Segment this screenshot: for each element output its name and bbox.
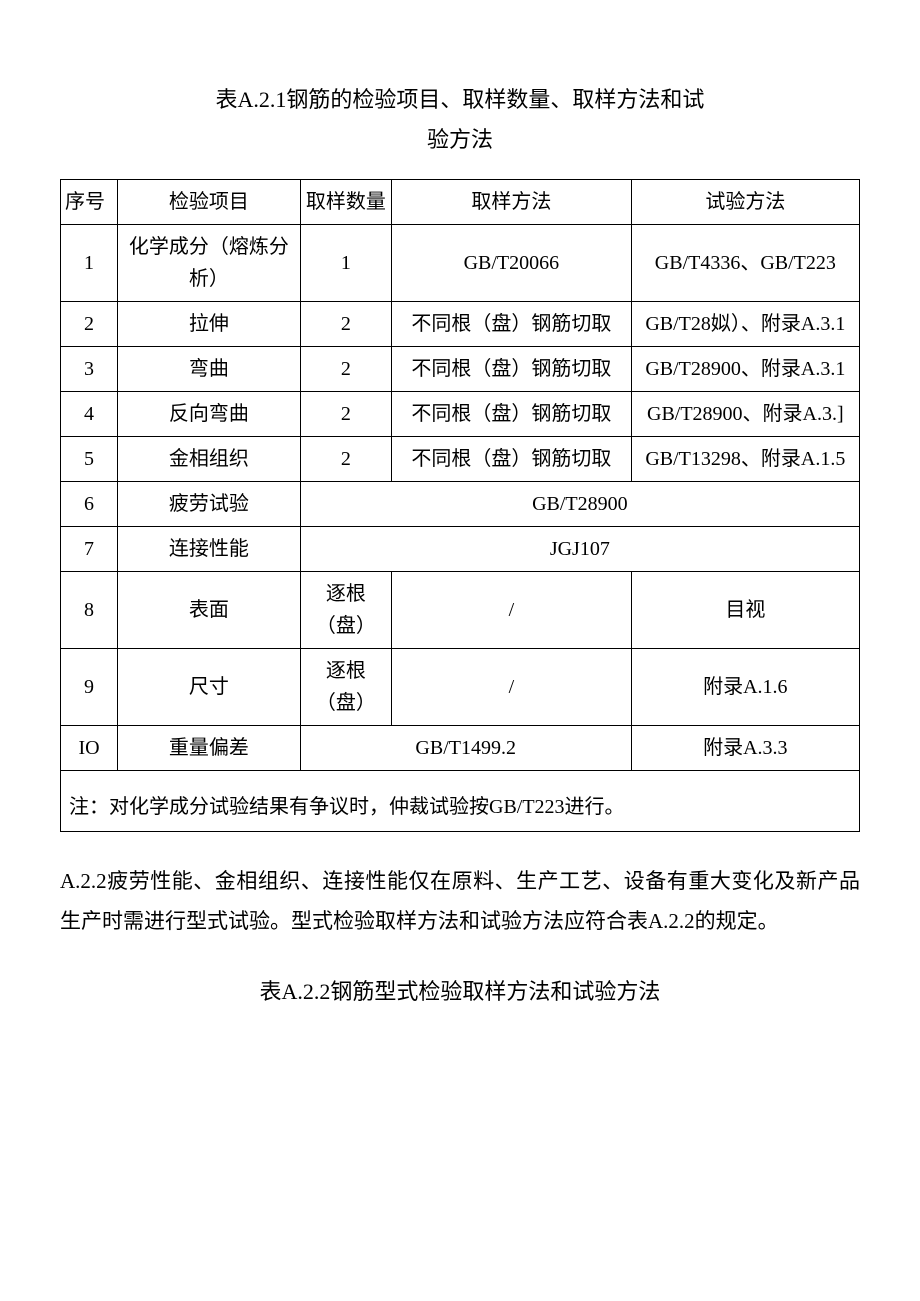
table-row: 2 拉伸 2 不同根（盘）钢筋切取 GB/T28姒）、附录A.3.1 [61,302,860,347]
cell-seq: 5 [61,437,118,482]
cell-item: 金相组织 [118,437,301,482]
cell-seq: 9 [61,649,118,726]
cell-method: 不同根（盘）钢筋切取 [392,302,632,347]
cell-seq: 7 [61,527,118,572]
cell-method: / [392,649,632,726]
table-note-row: 注：对化学成分试验结果有争议时，仲裁试验按GB/T223进行。 [61,771,860,832]
cell-qty: 1 [300,225,391,302]
cell-qty: 逐根（盘） [300,572,391,649]
cell-seq: 3 [61,347,118,392]
cell-item: 疲劳试验 [118,482,301,527]
inspection-table: 序号 检验项目 取样数量 取样方法 试验方法 1 化学成分（熔炼分析） 1 GB… [60,179,860,832]
title-line-2: 验方法 [427,127,493,152]
cell-test: GB/T13298、附录A.1.5 [631,437,859,482]
cell-test: GB/T4336、GB/T223 [631,225,859,302]
cell-method: 不同根（盘）钢筋切取 [392,437,632,482]
cell-method: GB/T20066 [392,225,632,302]
cell-merged: GB/T28900 [300,482,859,527]
cell-merged: JGJ107 [300,527,859,572]
cell-item: 尺寸 [118,649,301,726]
cell-seq: 2 [61,302,118,347]
header-seq: 序号 [61,180,118,225]
paragraph-a22: A.2.2疲劳性能、金相组织、连接性能仅在原料、生产工艺、设备有重大变化及新产品… [60,862,860,942]
cell-item: 化学成分（熔炼分析） [118,225,301,302]
header-test: 试验方法 [631,180,859,225]
cell-item: 拉伸 [118,302,301,347]
cell-qty: 2 [300,392,391,437]
cell-seq: IO [61,726,118,771]
cell-seq: 6 [61,482,118,527]
header-item: 检验项目 [118,180,301,225]
cell-test: 目视 [631,572,859,649]
table-row: 8 表面 逐根（盘） / 目视 [61,572,860,649]
cell-qty: 逐根（盘） [300,649,391,726]
table-note: 注：对化学成分试验结果有争议时，仲裁试验按GB/T223进行。 [61,771,860,832]
cell-item: 反向弯曲 [118,392,301,437]
cell-item: 表面 [118,572,301,649]
cell-item: 重量偏差 [118,726,301,771]
cell-test: 附录A.3.3 [631,726,859,771]
title-line-1: 表A.2.1钢筋的检验项目、取样数量、取样方法和试 [216,87,705,112]
cell-test: GB/T28900、附录A.3.1 [631,347,859,392]
table-row: 6 疲劳试验 GB/T28900 [61,482,860,527]
table-row: 1 化学成分（熔炼分析） 1 GB/T20066 GB/T4336、GB/T22… [61,225,860,302]
table-row: 3 弯曲 2 不同根（盘）钢筋切取 GB/T28900、附录A.3.1 [61,347,860,392]
cell-test: GB/T28姒）、附录A.3.1 [631,302,859,347]
table-title: 表A.2.1钢筋的检验项目、取样数量、取样方法和试 验方法 [60,80,860,159]
table-row: 9 尺寸 逐根（盘） / 附录A.1.6 [61,649,860,726]
cell-item: 弯曲 [118,347,301,392]
cell-seq: 1 [61,225,118,302]
cell-method: / [392,572,632,649]
header-method: 取样方法 [392,180,632,225]
table-header-row: 序号 检验项目 取样数量 取样方法 试验方法 [61,180,860,225]
cell-method: 不同根（盘）钢筋切取 [392,347,632,392]
cell-seq: 8 [61,572,118,649]
cell-qty: 2 [300,302,391,347]
table-row: IO 重量偏差 GB/T1499.2 附录A.3.3 [61,726,860,771]
cell-method: 不同根（盘）钢筋切取 [392,392,632,437]
cell-qty: 2 [300,347,391,392]
cell-qty: 2 [300,437,391,482]
cell-test: 附录A.1.6 [631,649,859,726]
table2-title: 表A.2.2钢筋型式检验取样方法和试验方法 [60,972,860,1012]
table-row: 7 连接性能 JGJ107 [61,527,860,572]
table-row: 4 反向弯曲 2 不同根（盘）钢筋切取 GB/T28900、附录A.3.] [61,392,860,437]
cell-test: GB/T28900、附录A.3.] [631,392,859,437]
cell-item: 连接性能 [118,527,301,572]
table-row: 5 金相组织 2 不同根（盘）钢筋切取 GB/T13298、附录A.1.5 [61,437,860,482]
cell-merged2: GB/T1499.2 [300,726,631,771]
header-qty: 取样数量 [300,180,391,225]
cell-seq: 4 [61,392,118,437]
